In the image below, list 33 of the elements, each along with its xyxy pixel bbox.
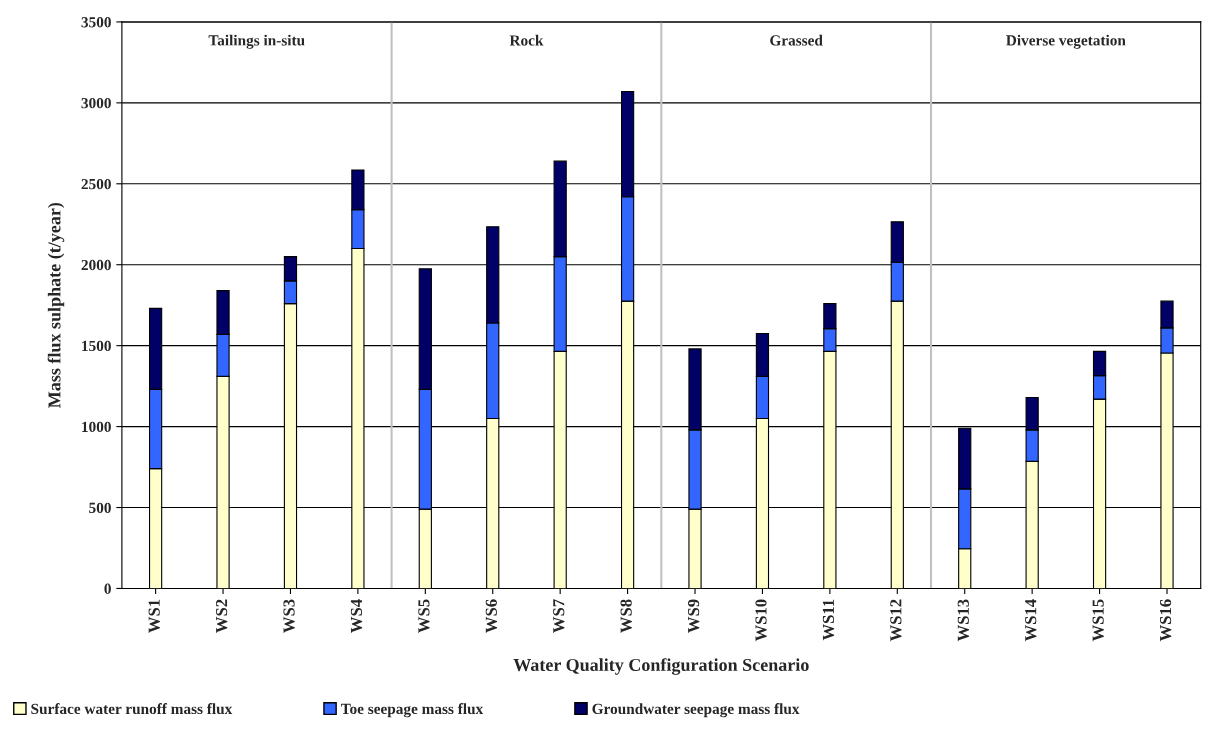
x-tick-label: WS13 — [957, 599, 969, 642]
x-tick-label: WS8 — [620, 599, 632, 633]
legend-label: Toe seepage mass flux — [340, 703, 484, 718]
x-tick-label: WS2 — [216, 599, 228, 633]
annotation: Grassed — [770, 34, 823, 46]
x-tick-label: WS7 — [553, 599, 565, 633]
y-tick-label: 500 — [89, 502, 111, 513]
y-tick-label: 3500 — [81, 17, 111, 28]
legend-label: Groundwater seepage mass flux — [592, 703, 800, 718]
x-tick-label: WS9 — [687, 599, 700, 633]
annotation: Rock — [509, 34, 544, 46]
x-tick-label: WS4 — [350, 599, 363, 633]
x-tick-label: WS3 — [283, 599, 295, 633]
y-tick-label: 1000 — [82, 421, 111, 433]
y-tick-label: 2000 — [81, 259, 111, 271]
x-axis-title: Water Quality Configuration Scenario — [513, 658, 809, 675]
x-tick-label: WS10 — [755, 599, 767, 642]
x-tick-label: WS6 — [485, 599, 497, 633]
x-tick-label: WS15 — [1092, 599, 1104, 642]
x-tick-label: WS5 — [418, 599, 430, 633]
annotation: Tailings in-situ — [208, 34, 305, 49]
x-tick-label: WS16 — [1159, 599, 1172, 642]
x-tick-label: WS1 — [148, 599, 160, 633]
y-tick-label: 2500 — [81, 178, 111, 190]
y-tick-label: 3000 — [81, 98, 111, 109]
y-tick-label: 1500 — [82, 340, 111, 352]
y-tick-label: 0 — [104, 583, 111, 594]
x-tick-label: WS14 — [1025, 599, 1037, 642]
x-tick-label: WS11 — [822, 599, 835, 641]
annotation: Diverse vegetation — [1006, 34, 1126, 49]
y-axis-title: Mass flux sulphate (t/year) — [47, 202, 65, 408]
legend-label: Surface water runoff mass flux — [31, 703, 233, 715]
x-tick-label: WS12 — [890, 599, 902, 642]
